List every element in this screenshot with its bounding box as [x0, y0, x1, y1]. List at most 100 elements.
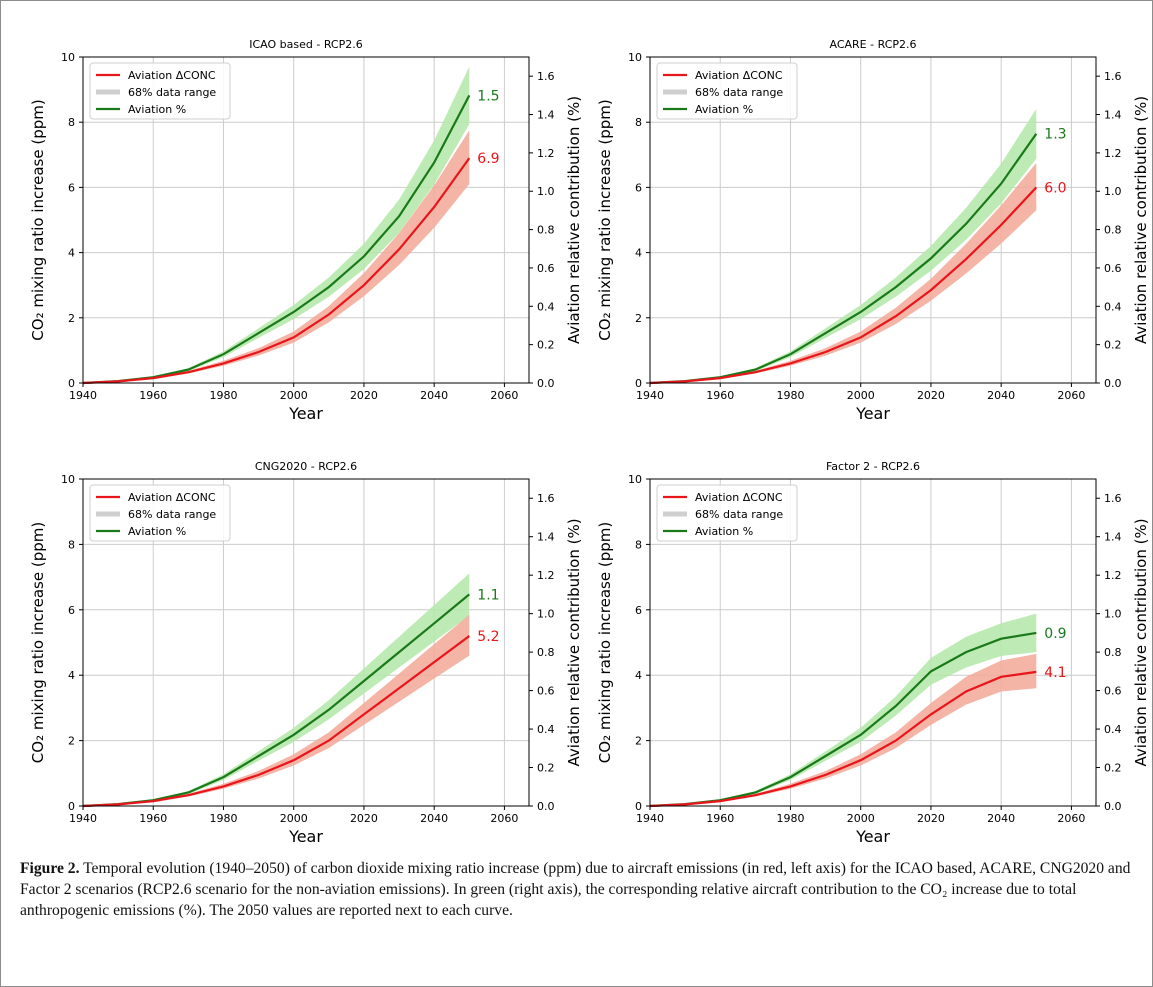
x-tick-label: 2000	[280, 812, 308, 825]
y2-tick-label: 0.4	[537, 723, 555, 736]
y2-tick-label: 0.6	[537, 685, 555, 698]
y-axis-label-left: CO₂ mixing ratio increase (ppm)	[29, 522, 47, 763]
legend-label: Aviation ΔCONC	[695, 491, 783, 504]
x-axis-label: Year	[288, 404, 323, 423]
y-tick-label: 8	[68, 538, 75, 551]
x-tick-label: 1940	[636, 389, 664, 402]
legend: Aviation ΔCONC 68% data range Aviation %	[656, 484, 798, 542]
y2-tick-label: 0.6	[1104, 685, 1122, 698]
y2-tick-label: 1.2	[537, 147, 555, 160]
y-tick-label: 6	[635, 181, 642, 194]
y-tick-label: 10	[628, 51, 642, 64]
y-tick-label: 8	[68, 116, 75, 129]
y-tick-label: 4	[635, 247, 642, 260]
y-axis-label-left: CO₂ mixing ratio increase (ppm)	[596, 522, 614, 763]
x-tick-label: 2020	[350, 389, 378, 402]
y-tick-label: 4	[68, 669, 75, 682]
x-tick-label: 1940	[69, 389, 97, 402]
x-tick-label: 2020	[350, 812, 378, 825]
legend-label: Aviation %	[128, 103, 186, 116]
y2-tick-label: 0.4	[1104, 723, 1122, 736]
chart-panel-1: 1.5 6.9 1940 1960 1980 2000 2020 2040 2060 0 2 4 6 8 1…	[29, 38, 583, 423]
plot-frame	[649, 478, 1097, 807]
legend: Aviation ΔCONC 68% data range Aviation %	[656, 62, 798, 120]
y-axis-label-right: Aviation relative contribution (%)	[1132, 518, 1150, 766]
legend-box	[89, 484, 231, 542]
percent-end-label: 0.9	[1044, 626, 1066, 642]
caption-label: Figure 2.	[20, 860, 80, 877]
y-tick-label: 8	[635, 538, 642, 551]
conc-end-label: 5.2	[477, 629, 499, 645]
x-tick-label: 2060	[490, 389, 518, 402]
x-tick-label: 1980	[209, 812, 237, 825]
y2-tick-label: 1.6	[537, 70, 555, 83]
y2-tick-label: 1.6	[537, 492, 555, 505]
percent-end-label: 1.5	[477, 88, 499, 104]
y-axis-label-right: Aviation relative contribution (%)	[1132, 96, 1150, 344]
y2-tick-label: 0.2	[1104, 762, 1122, 775]
y2-tick-label: 0.0	[1104, 800, 1122, 813]
plot-frame	[82, 478, 530, 807]
legend-label: 68% data range	[695, 86, 783, 99]
x-tick-label: 1960	[706, 389, 734, 402]
y-tick-label: 0	[68, 800, 75, 813]
x-axis-label: Year	[855, 404, 890, 423]
x-tick-label: 1960	[706, 812, 734, 825]
plot-frame	[649, 56, 1097, 384]
y2-tick-label: 0.8	[1104, 224, 1122, 237]
x-tick-label: 1980	[776, 812, 804, 825]
x-tick-label: 1940	[636, 812, 664, 825]
x-tick-label: 1940	[69, 812, 97, 825]
chart-title: ICAO based - RCP2.6	[249, 38, 362, 51]
y2-tick-label: 1.2	[1104, 569, 1122, 582]
conc-range-band	[650, 653, 1037, 806]
y-tick-label: 2	[635, 312, 642, 325]
chart-panel-4: 0.9 4.1 1940 1960 1980 2000 2020 2040 2060 0 2 4 6 8 1…	[596, 460, 1150, 846]
legend: Aviation ΔCONC 68% data range Aviation %	[89, 62, 231, 120]
x-tick-label: 2000	[847, 389, 875, 402]
y2-tick-label: 1.0	[1104, 608, 1122, 621]
x-tick-label: 1960	[139, 812, 167, 825]
y2-tick-label: 1.2	[537, 569, 555, 582]
legend-label: Aviation %	[695, 103, 753, 116]
x-tick-label: 1980	[776, 389, 804, 402]
y-tick-label: 6	[68, 181, 75, 194]
conc-line	[649, 670, 1037, 808]
x-tick-label: 1960	[139, 389, 167, 402]
y2-tick-label: 0.2	[537, 762, 555, 775]
percent-range-band	[650, 108, 1037, 384]
x-tick-label: 1980	[209, 389, 237, 402]
y2-tick-label: 1.4	[1104, 531, 1122, 544]
percent-end-label: 1.1	[477, 587, 499, 603]
legend-label: Aviation ΔCONC	[128, 69, 216, 82]
y2-tick-label: 0.6	[537, 262, 555, 275]
y-tick-label: 4	[635, 669, 642, 682]
y-tick-label: 0	[635, 800, 642, 813]
x-tick-label: 2040	[987, 389, 1015, 402]
y2-tick-label: 1.4	[1104, 109, 1122, 122]
y-tick-label: 4	[68, 247, 75, 260]
y2-tick-label: 0.2	[537, 339, 555, 352]
x-tick-label: 2020	[917, 389, 945, 402]
y2-tick-label: 1.4	[537, 109, 555, 122]
legend: Aviation ΔCONC 68% data range Aviation %	[89, 484, 231, 542]
y-tick-label: 6	[635, 604, 642, 617]
conc-line	[82, 157, 471, 385]
legend-box	[656, 484, 798, 542]
conc-line	[649, 186, 1038, 385]
legend-box	[656, 62, 798, 120]
x-tick-label: 2020	[917, 812, 945, 825]
y2-tick-label: 0.4	[537, 300, 555, 313]
y2-tick-label: 1.2	[1104, 147, 1122, 160]
x-axis-label: Year	[855, 827, 890, 846]
y-tick-label: 2	[68, 312, 75, 325]
y-axis-label-right: Aviation relative contribution (%)	[565, 518, 583, 766]
y-tick-label: 0	[68, 377, 75, 390]
x-tick-label: 2060	[490, 812, 518, 825]
y-tick-label: 6	[68, 604, 75, 617]
legend-label: Aviation %	[695, 525, 753, 538]
conc-line	[82, 635, 470, 808]
y-axis-label-right: Aviation relative contribution (%)	[565, 96, 583, 344]
legend-box	[89, 62, 231, 120]
legend-label: 68% data range	[128, 86, 216, 99]
